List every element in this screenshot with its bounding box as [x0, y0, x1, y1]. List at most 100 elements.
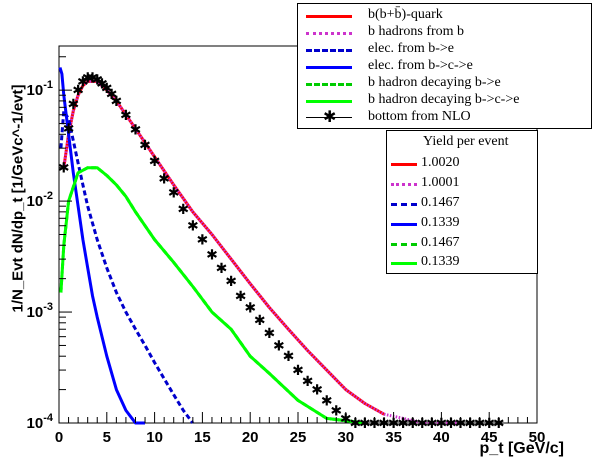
yield-value: 1.0020: [421, 155, 460, 170]
nlo-point: ✱: [244, 300, 256, 316]
nlo-point: ✱: [149, 154, 161, 170]
legend-swatch: [306, 117, 352, 118]
series-3: [59, 109, 194, 424]
nlo-point: ✱: [91, 72, 103, 88]
y-axis-title: 1/N_Evt dN/dp_t [1/GeVc^-1/evt]: [9, 84, 27, 313]
nlo-point: ✱: [474, 416, 486, 432]
nlo-point: ✱: [464, 416, 476, 432]
nlo-point: ✱: [106, 87, 118, 103]
axis-layer: 0 5 10 15 20 25 30 35 40 45 50 10-4 10-3 10-2 10-1: [27, 56, 546, 446]
y-tick-label: 10-4: [27, 412, 54, 432]
x-tick-label: 20: [242, 429, 259, 446]
yield-swatch: [391, 183, 417, 186]
x-tick-label: 15: [194, 429, 211, 446]
y-axis: 10-4 10-3 10-2 10-1: [27, 56, 72, 432]
yield-title: Yield per event: [423, 134, 509, 149]
yield-value: 0.1339: [421, 254, 460, 269]
nlo-point: ✱: [58, 161, 70, 177]
nlo-point: ✱: [302, 374, 314, 390]
nlo-point: ✱: [101, 81, 113, 97]
x-axis-title: p_t [GeV/c]: [479, 440, 564, 457]
nlo-point: ✱: [378, 416, 390, 432]
nlo-point: ✱: [96, 76, 108, 92]
nlo-point: ✱: [359, 416, 371, 432]
nlo-point: ✱: [82, 71, 94, 87]
yield-box: Yield per event 1.0020 1.0001 0.1467 0.1…: [386, 130, 538, 274]
yield-swatch: [391, 223, 417, 226]
series-line: [62, 79, 461, 425]
nlo-point: ✱: [158, 171, 170, 187]
legend-label: b(b+b̄)-quark: [368, 7, 443, 22]
nlo-point: ✱: [407, 416, 419, 432]
legend: b(b+b̄)-quark b hadrons from b elec. fro…: [297, 3, 592, 129]
nlo-point: ✱: [311, 383, 323, 399]
nlo-point: ✱: [72, 83, 84, 99]
nlo-point: ✱: [330, 403, 342, 419]
nlo-point: ✱: [397, 416, 409, 432]
x-tick-label: 35: [385, 429, 402, 446]
nlo-point: ✱: [273, 338, 285, 354]
series-4: [58, 67, 145, 425]
legend-label: elec. from b->e: [368, 41, 455, 56]
nlo-point: ✱: [436, 416, 448, 432]
legend-label: b hadrons from b: [368, 24, 465, 39]
nlo-point: ✱: [63, 122, 75, 138]
nlo-point: ✱: [254, 313, 266, 329]
nlo-point: ✱: [292, 363, 304, 379]
yield-swatch: [391, 163, 417, 166]
nlo-point: ✱: [426, 416, 438, 432]
x-tick-label: 45: [481, 429, 498, 446]
y-tick-label: 10-3: [27, 301, 53, 321]
series-line: [59, 109, 194, 424]
legend-swatch: [306, 49, 352, 52]
yield-swatch: [391, 243, 417, 246]
series-7: ✱✱✱✱✱✱✱✱✱✱✱✱✱✱✱✱✱✱✱✱✱✱✱✱✱✱✱✱✱✱✱✱✱✱✱✱✱✱✱✱…: [58, 71, 505, 432]
y-tick-label: 10-2: [27, 190, 53, 210]
nlo-point: ✱: [87, 71, 99, 87]
legend-swatch: [306, 83, 352, 86]
legend-label: elec. from b->c->e: [368, 58, 473, 73]
nlo-point: ✱: [388, 416, 400, 432]
yield-value: 0.1339: [421, 215, 460, 230]
nlo-point: ✱: [225, 274, 237, 290]
nlo-point: ✱: [67, 97, 79, 113]
series-2: [62, 79, 461, 425]
legend-swatch: [306, 15, 352, 18]
nlo-point: ✱: [283, 349, 295, 365]
x-tick-label: 40: [433, 429, 450, 446]
legend-swatch: [306, 32, 352, 35]
nlo-point: ✱: [206, 248, 218, 264]
star-marker-icon: ✱: [323, 109, 337, 126]
x-tick-label: 5: [103, 429, 111, 446]
nlo-point: ✱: [349, 416, 361, 432]
legend-swatch: [306, 100, 352, 103]
x-tick-label: 0: [55, 429, 63, 446]
nlo-point: ✱: [216, 261, 228, 277]
nlo-point: ✱: [369, 416, 381, 432]
yield-value: 0.1467: [421, 195, 460, 210]
yield-value: 0.1467: [421, 235, 460, 250]
y-tick-label: 10-1: [27, 79, 53, 99]
legend-swatch: [306, 66, 352, 69]
nlo-point: ✱: [483, 416, 495, 432]
nlo-point: ✱: [177, 202, 189, 218]
nlo-point: ✱: [235, 289, 247, 305]
nlo-point: ✱: [321, 393, 333, 409]
series-6: [59, 166, 366, 425]
nlo-point: ✱: [77, 74, 89, 90]
nlo-point: ✱: [197, 233, 209, 249]
yield-value: 1.0001: [421, 175, 460, 190]
nlo-point: ✱: [168, 185, 180, 201]
nlo-point: ✱: [139, 138, 151, 154]
nlo-point: ✱: [130, 123, 142, 139]
nlo-point: ✱: [416, 416, 428, 432]
series-layer: ✱✱✱✱✱✱✱✱✱✱✱✱✱✱✱✱✱✱✱✱✱✱✱✱✱✱✱✱✱✱✱✱✱✱✱✱✱✱✱✱…: [58, 67, 505, 432]
x-tick-label: 30: [337, 429, 354, 446]
nlo-point: ✱: [110, 94, 122, 110]
nlo-point: ✱: [455, 416, 467, 432]
nlo-point: ✱: [187, 219, 199, 235]
legend-label: b hadron decaying b->c->e: [368, 92, 520, 107]
x-tick-label: 50: [529, 429, 546, 446]
nlo-point: ✱: [493, 416, 505, 432]
